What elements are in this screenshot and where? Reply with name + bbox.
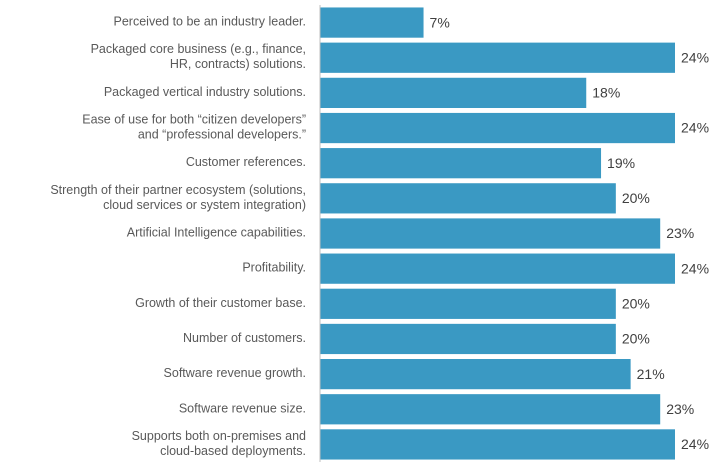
category-line: HR, contracts) solutions. [170, 58, 306, 72]
bar [320, 42, 675, 73]
category-line: Strength of their partner ecosystem (sol… [50, 183, 306, 197]
category-line: Packaged vertical industry solutions. [104, 85, 306, 99]
bar [320, 358, 631, 390]
value-label: 24% [681, 49, 709, 65]
value-label: 18% [592, 85, 620, 101]
value-label: 20% [622, 331, 650, 347]
category-label: Growth of their customer base. [135, 296, 306, 310]
value-label: 19% [607, 155, 635, 171]
category-line: Customer references. [186, 155, 306, 169]
category-label: Packaged core business (e.g., finance, HR… [91, 43, 306, 72]
category-label: Software revenue growth. [164, 366, 306, 380]
category-label: Packaged vertical industry solutions. [104, 85, 306, 99]
category-line: Artificial Intelligence capabilities. [127, 226, 306, 240]
category-label: Ease of use for both “citizen developers… [82, 113, 306, 142]
category-line: Software revenue size. [179, 402, 306, 416]
category-label: Customer references. [186, 155, 306, 169]
category-label: Number of customers. [183, 331, 306, 345]
value-label: 24% [681, 120, 709, 136]
category-line: Perceived to be an industry leader. [114, 15, 306, 29]
bar [320, 429, 675, 460]
bar [320, 323, 616, 355]
bar [320, 112, 675, 144]
value-label: 23% [666, 225, 694, 241]
value-label: 20% [622, 190, 650, 206]
category-line: cloud-based deployments. [160, 444, 306, 458]
bar [320, 77, 587, 109]
value-label: 24% [681, 436, 709, 452]
value-label: 7% [430, 14, 450, 30]
category-label: Software revenue size. [179, 402, 306, 416]
bar [320, 7, 424, 38]
value-label: 20% [622, 296, 650, 312]
category-line: Profitability. [242, 261, 306, 275]
bar [320, 183, 616, 214]
category-line: Software revenue growth. [164, 366, 306, 380]
value-label: 23% [666, 401, 694, 417]
category-label: Perceived to be an industry leader. [114, 15, 306, 29]
category-line: Supports both on-premises and [132, 429, 306, 443]
bar [320, 394, 661, 425]
category-line: Packaged core business (e.g., finance, [91, 43, 306, 57]
bar [320, 218, 661, 249]
category-line: Number of customers. [183, 331, 306, 345]
category-label: Strength of their partner ecosystem (sol… [50, 183, 306, 212]
bar [320, 148, 602, 179]
category-line: Growth of their customer base. [135, 296, 306, 310]
bar [320, 253, 675, 284]
category-line: cloud services or system integration) [103, 198, 306, 212]
category-line: and “professional developers.” [138, 128, 306, 142]
category-label: Artificial Intelligence capabilities. [127, 226, 306, 240]
category-line: Ease of use for both “citizen developers… [82, 113, 306, 127]
value-label: 21% [637, 366, 665, 382]
bar [320, 288, 616, 319]
category-label: Supports both on-premises and cloud-based… [132, 429, 306, 458]
category-label: Profitability. [242, 261, 306, 275]
value-label: 24% [681, 260, 709, 276]
